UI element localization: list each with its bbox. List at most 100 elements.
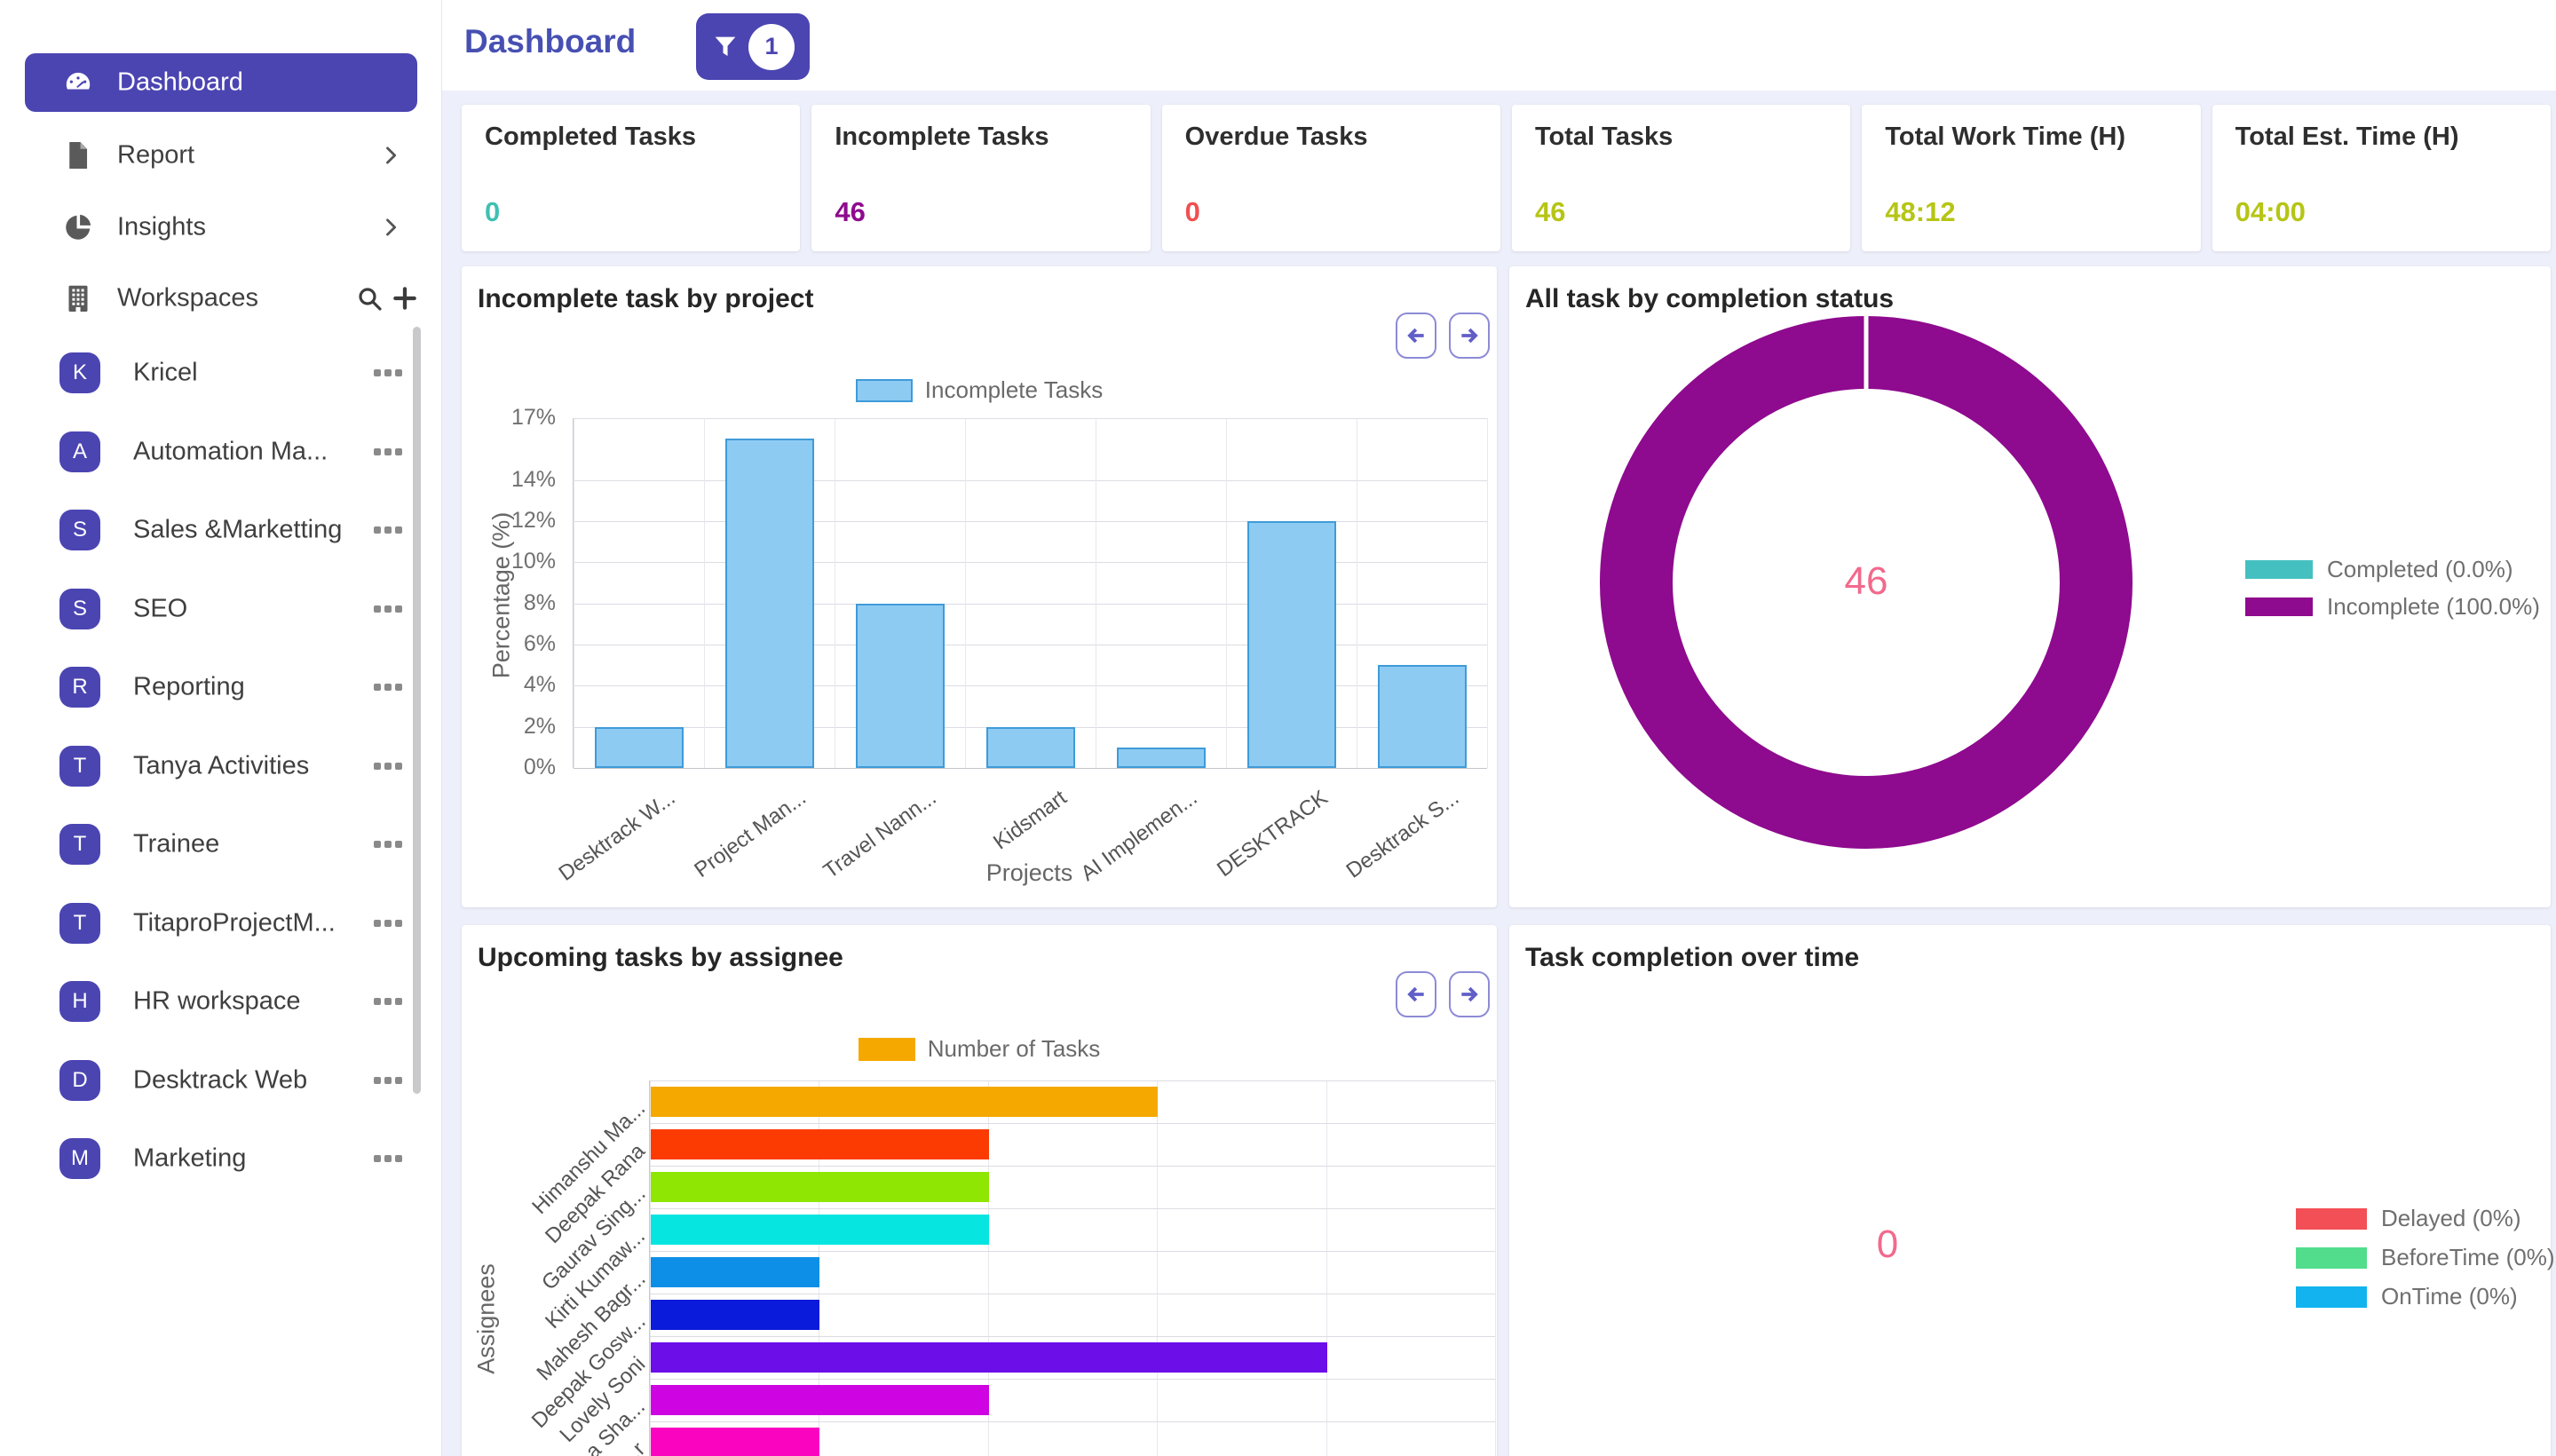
bar[interactable]	[651, 1172, 989, 1202]
bar[interactable]	[651, 1342, 1327, 1373]
legend-swatch	[2245, 597, 2313, 616]
add-workspace-icon[interactable]	[391, 284, 419, 313]
workspace-item[interactable]: T Trainee	[0, 813, 442, 875]
bar[interactable]	[1116, 747, 1206, 768]
workspace-item[interactable]: T TitaproProjectM...	[0, 892, 442, 954]
next-page-button[interactable]	[1449, 313, 1490, 359]
bar[interactable]	[594, 726, 684, 768]
bar[interactable]	[1377, 665, 1467, 768]
sidebar-item-dashboard[interactable]: Dashboard	[0, 53, 442, 112]
filter-button[interactable]: 1	[696, 13, 810, 80]
bar[interactable]	[855, 603, 945, 768]
gridline	[1325, 1080, 1327, 1456]
bar[interactable]	[651, 1300, 820, 1330]
legend-swatch	[858, 1037, 915, 1061]
sidebar-scrollbar[interactable]	[413, 327, 421, 1094]
search-icon[interactable]	[355, 284, 384, 313]
legend-item: Incomplete (100.0%)	[2245, 593, 2540, 621]
legend-label: Number of Tasks	[927, 1035, 1101, 1062]
gridline	[965, 418, 966, 768]
gridline	[650, 1080, 1495, 1081]
stat-card: Incomplete Tasks 46	[811, 105, 1151, 251]
workspace-avatar: T	[59, 745, 100, 787]
panel-title: Upcoming tasks by assignee	[478, 943, 843, 972]
workspace-item[interactable]: S SEO	[0, 578, 442, 640]
prev-page-button[interactable]	[1396, 313, 1436, 359]
sidebar-item-label: Report	[117, 140, 195, 170]
gridline	[574, 562, 1487, 564]
workspace-item[interactable]: D Desktrack Web	[0, 1049, 442, 1112]
workspace-item[interactable]: M Marketing	[0, 1128, 442, 1190]
bar[interactable]	[985, 726, 1075, 768]
bar[interactable]	[651, 1087, 1159, 1117]
workspace-item[interactable]: A Automation Ma...	[0, 421, 442, 483]
bar[interactable]	[651, 1257, 820, 1287]
chevron-right-icon	[378, 143, 403, 168]
workspace-item[interactable]: S Sales &Marketting	[0, 499, 442, 561]
gridline	[1226, 418, 1227, 768]
workspace-menu-button[interactable]	[374, 1155, 402, 1162]
stat-label: Incomplete Tasks	[835, 123, 1049, 151]
workspace-menu-button[interactable]	[374, 998, 402, 1005]
arrow-right-icon	[1461, 986, 1478, 1002]
workspace-label: Tanya Activities	[133, 751, 310, 779]
y-tick-label: 8%	[523, 590, 556, 615]
stat-value: 04:00	[2235, 196, 2306, 227]
y-axis-title: Assignees	[472, 1263, 500, 1374]
workspace-item[interactable]: R Reporting	[0, 656, 442, 718]
sidebar-item-insights[interactable]: Insights	[0, 198, 442, 257]
next-page-button[interactable]	[1449, 971, 1490, 1017]
bar[interactable]	[651, 1428, 820, 1456]
legend-swatch	[2296, 1246, 2367, 1269]
workspace-menu-button[interactable]	[374, 684, 402, 691]
bar-chart-plot	[573, 418, 1488, 769]
gridline	[650, 1166, 1495, 1167]
sidebar-item-label: Insights	[117, 212, 206, 241]
workspace-menu-button[interactable]	[374, 526, 402, 534]
gridline	[574, 768, 1487, 769]
legend-label: BeforeTime (0%)	[2381, 1244, 2555, 1270]
workspace-menu-button[interactable]	[374, 369, 402, 376]
gridline	[574, 520, 1487, 522]
bar[interactable]	[651, 1215, 989, 1245]
workspace-avatar: D	[59, 1059, 100, 1101]
sidebar-item-report[interactable]: Report	[0, 126, 442, 185]
stat-label: Total Est. Time (H)	[2235, 123, 2459, 151]
gridline	[987, 1080, 989, 1456]
bar[interactable]	[651, 1129, 989, 1159]
workspace-menu-button[interactable]	[374, 919, 402, 927]
workspace-label: HR workspace	[133, 986, 301, 1016]
legend-label: Delayed (0%)	[2381, 1205, 2521, 1231]
workspace-label: Trainee	[133, 829, 220, 859]
workspace-item[interactable]: T Tanya Activities	[0, 735, 442, 797]
workspace-menu-button[interactable]	[374, 1076, 402, 1084]
legend-label: Completed (0.0%)	[2327, 556, 2513, 582]
legend-swatch	[855, 378, 913, 402]
workspace-menu-button[interactable]	[374, 762, 402, 770]
gridline	[650, 1421, 1495, 1422]
workspace-menu-button[interactable]	[374, 447, 402, 455]
page-header: Dashboard 1	[442, 0, 2556, 91]
legend-item: OnTime (0%)	[2296, 1283, 2518, 1310]
x-axis-title: Projects	[985, 859, 1073, 886]
stat-label: Completed Tasks	[485, 123, 696, 151]
funnel-icon	[715, 36, 736, 56]
gridline	[704, 418, 705, 768]
donut-center-value: 46	[1844, 559, 1888, 603]
workspace-item[interactable]: H HR workspace	[0, 970, 442, 1033]
pie-chart-icon	[62, 211, 94, 243]
legend-swatch	[2296, 1207, 2367, 1230]
gridline	[650, 1379, 1495, 1380]
prev-page-button[interactable]	[1396, 971, 1436, 1017]
donut-chart	[1600, 314, 2133, 849]
bar[interactable]	[651, 1385, 989, 1415]
workspace-menu-button[interactable]	[374, 841, 402, 848]
bar[interactable]	[724, 439, 814, 768]
workspace-item[interactable]: K Kricel	[0, 342, 442, 404]
workspace-menu-button[interactable]	[374, 605, 402, 613]
stat-value: 46	[1534, 196, 1566, 227]
hbar-chart-plot	[649, 1080, 1496, 1456]
panel-title: All task by completion status	[1525, 284, 1895, 313]
bar[interactable]	[1246, 520, 1336, 768]
